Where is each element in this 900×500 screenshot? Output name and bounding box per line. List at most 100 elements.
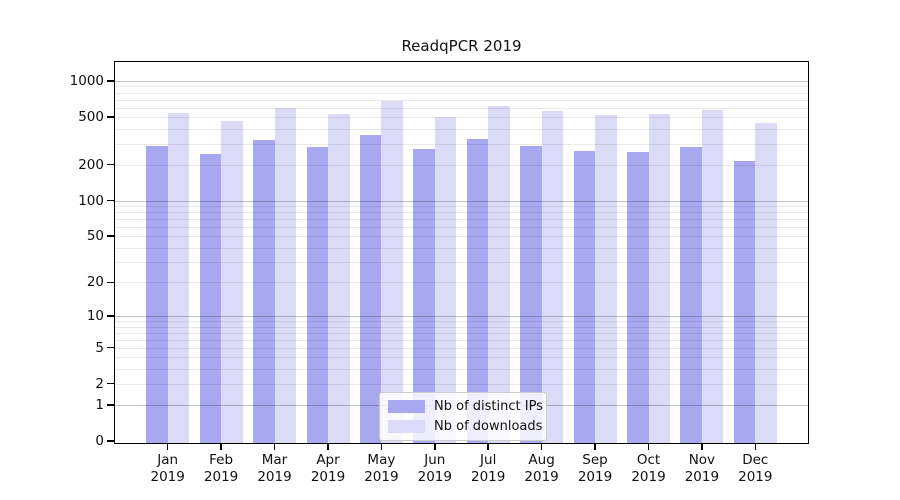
bar-downloads-sep <box>595 115 617 443</box>
gridline-20 <box>115 282 808 284</box>
y-tick-mark-200 <box>107 163 115 166</box>
gridline-500 <box>115 117 808 118</box>
bar-distinct-ips-nov <box>680 146 702 443</box>
x-tick-mark-apr <box>327 443 329 450</box>
y-tick-label-200: 200 <box>78 156 104 173</box>
bar-distinct-ips-oct <box>627 151 649 443</box>
y-tick-mark-5 <box>107 346 115 349</box>
legend-swatch-distinct-ips <box>388 400 425 413</box>
gridline-30 <box>115 262 808 263</box>
x-tick-label-mar: Mar 2019 <box>257 452 292 485</box>
legend-item-distinct-ips: Nb of distinct IPs <box>388 399 543 414</box>
legend-swatch-downloads <box>388 420 425 433</box>
x-tick-label-sep: Sep 2019 <box>577 452 613 485</box>
x-tick-mark-jun <box>434 443 436 450</box>
x-tick-label-jun: Jun 2019 <box>417 452 452 485</box>
bar-downloads-apr <box>328 114 350 443</box>
bar-distinct-ips-jun <box>413 149 435 443</box>
bar-distinct-ips-mar <box>253 140 275 443</box>
x-tick-label-jul: Jul 2019 <box>471 452 506 485</box>
gridline-800 <box>115 92 808 94</box>
x-tick-mark-dec <box>754 443 757 450</box>
x-tick-mark-jul <box>487 443 489 450</box>
y-tick-label-2: 2 <box>95 375 104 392</box>
gridline-70 <box>115 218 808 220</box>
x-tick-label-feb: Feb 2019 <box>203 452 239 485</box>
x-tick-mark-nov <box>701 443 703 450</box>
bar-distinct-ips-jan <box>146 146 168 443</box>
gridline-7 <box>115 332 808 334</box>
y-tick-label-500: 500 <box>78 109 104 125</box>
y-tick-mark-1000 <box>107 80 115 82</box>
gridline-80 <box>115 212 808 213</box>
bar-downloads-jul <box>488 105 510 443</box>
y-tick-mark-10 <box>107 315 115 317</box>
bar-downloads-dec <box>755 122 777 443</box>
gridline-2 <box>115 383 808 385</box>
bar-distinct-ips-feb <box>199 153 222 443</box>
x-tick-label-jan: Jan 2019 <box>150 452 185 485</box>
x-tick-label-aug: Aug 2019 <box>524 452 559 485</box>
gridline-40 <box>115 247 808 249</box>
bar-distinct-ips-sep <box>573 151 595 443</box>
legend: Nb of distinct IPs Nb of downloads <box>379 392 547 441</box>
bar-downloads-jan <box>167 113 190 443</box>
gridline-10 <box>115 316 808 317</box>
gridline-700 <box>115 99 808 101</box>
y-tick-label-1000: 1000 <box>69 72 104 89</box>
gridline-6 <box>115 339 808 341</box>
bar-distinct-ips-jul <box>466 139 489 443</box>
gridline-200 <box>115 164 808 166</box>
x-tick-mark-sep <box>594 443 596 450</box>
bar-distinct-ips-may <box>359 134 382 443</box>
gridlines-layer <box>115 62 808 443</box>
gridline-1000 <box>115 80 808 82</box>
bar-downloads-nov <box>701 109 724 443</box>
x-tick-label-nov: Nov 2019 <box>684 452 720 485</box>
x-tick-mark-may <box>380 443 383 450</box>
x-tick-label-apr: Apr 2019 <box>310 452 346 485</box>
plot-area: Nb of distinct IPs Nb of downloads <box>114 61 809 444</box>
y-tick-label-50: 50 <box>86 228 104 245</box>
x-tick-label-may: May 2019 <box>364 452 399 485</box>
chart-title: ReadqPCR 2019 <box>401 37 522 55</box>
y-tick-mark-2 <box>107 382 115 385</box>
y-tick-label-100: 100 <box>78 192 104 209</box>
y-tick-label-1: 1 <box>95 396 104 413</box>
gridline-60 <box>115 226 808 228</box>
x-tick-label-oct: Oct 2019 <box>631 452 666 485</box>
legend-label-downloads: Nb of downloads <box>434 419 543 434</box>
bar-downloads-jun <box>434 117 457 443</box>
legend-label-distinct-ips: Nb of distinct IPs <box>434 399 543 414</box>
y-tick-label-0: 0 <box>95 433 104 449</box>
gridline-100 <box>115 200 808 202</box>
bar-downloads-oct <box>648 113 670 443</box>
x-tick-mark-feb <box>220 443 222 450</box>
x-tick-label-dec: Dec 2019 <box>738 452 773 485</box>
gridline-3 <box>115 368 808 370</box>
gridline-600 <box>115 107 808 109</box>
gridline-90 <box>115 205 808 207</box>
x-tick-mark-mar <box>273 443 276 450</box>
bar-distinct-ips-dec <box>733 160 756 443</box>
gridline-900 <box>115 86 808 88</box>
gridline-300 <box>115 143 808 145</box>
x-tick-mark-aug <box>540 443 543 450</box>
y-tick-mark-20 <box>107 281 115 284</box>
bar-downloads-mar <box>274 108 296 443</box>
y-tick-mark-0 <box>107 440 115 442</box>
y-tick-mark-50 <box>107 235 115 237</box>
y-tick-label-10: 10 <box>86 308 104 324</box>
y-tick-label-20: 20 <box>86 274 104 291</box>
bar-downloads-aug <box>541 111 564 443</box>
gridline-400 <box>115 128 808 130</box>
x-tick-mark-jan <box>166 443 169 450</box>
gridline-50 <box>115 236 808 238</box>
gridline-4 <box>115 357 808 359</box>
gridline-9 <box>115 321 808 322</box>
bar-downloads-may <box>381 101 403 443</box>
bars-layer <box>115 62 808 443</box>
bar-downloads-feb <box>221 121 243 443</box>
legend-item-downloads: Nb of downloads <box>388 419 542 434</box>
